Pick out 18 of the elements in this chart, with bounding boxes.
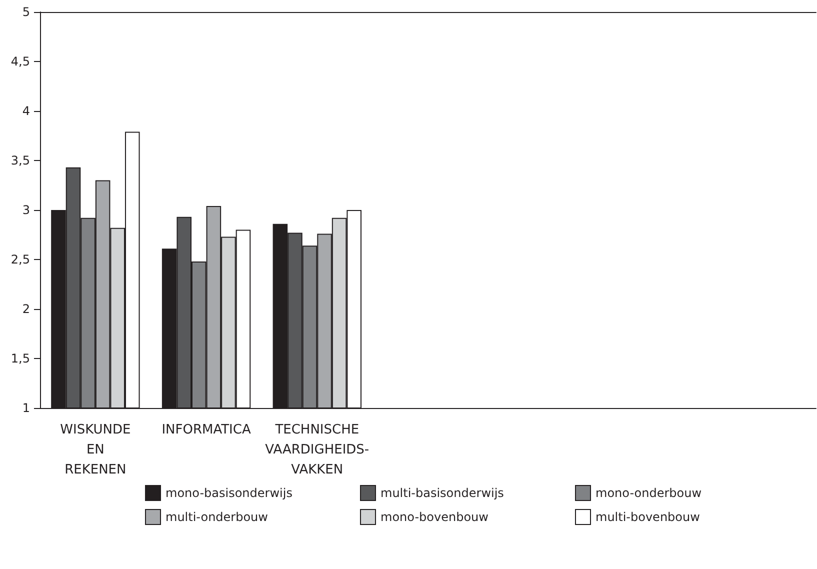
y-tick-label: 3: [22, 203, 30, 217]
y-tick-label: 2: [22, 302, 30, 316]
legend-label: multi-bovenbouw: [596, 510, 700, 524]
y-tick-label: 1: [22, 401, 30, 415]
y-tick-label: 4: [22, 104, 30, 118]
legend-label: mono-onderbouw: [596, 486, 702, 500]
x-tick-label: INFORMATICA: [162, 422, 251, 438]
y-tick-label: 5: [22, 5, 30, 19]
legend-label: mono-bovenbouw: [380, 510, 489, 524]
y-tick-label: 1,5: [10, 352, 30, 366]
legend-label: multi-onderbouw: [166, 510, 268, 524]
legend-label: multi-basisonderwijs: [380, 486, 504, 500]
y-tick-label: 3,5: [10, 154, 30, 168]
x-tick-label: WISKUNDE EN REKENEN: [60, 422, 131, 478]
y-tick-label: 2,5: [10, 252, 30, 266]
y-tick-label: 4,5: [10, 54, 30, 68]
x-tick-label: TECHNISCHE VAARDIGHEIDS- VAKKEN: [265, 422, 370, 478]
legend-label: mono-basisonderwijs: [166, 486, 292, 500]
